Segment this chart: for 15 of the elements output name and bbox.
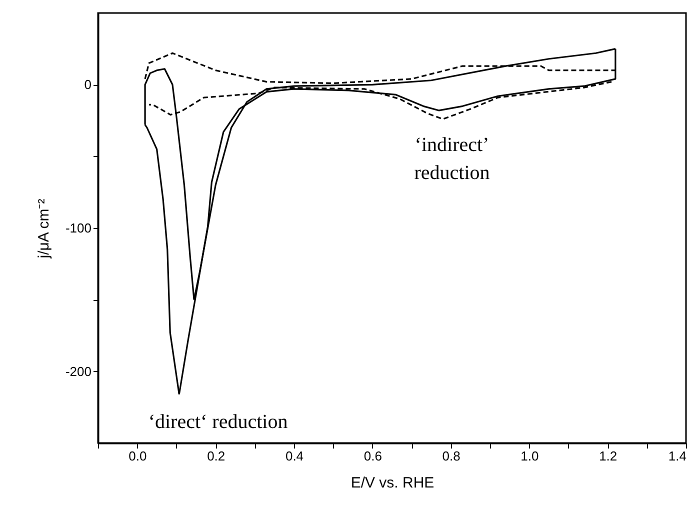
- x-tick-label: 1.4: [668, 448, 686, 464]
- x-axis-title: E/V vs. RHE: [350, 474, 434, 492]
- y-axis-title: j/μA cm⁻²: [35, 198, 52, 260]
- x-tick-label: 0.4: [285, 448, 304, 464]
- x-tick-label: 0.2: [207, 448, 226, 464]
- annotation: ‘direct‘ reduction: [148, 411, 288, 433]
- x-tick-label: 1.0: [520, 448, 539, 464]
- x-tick-label: 0.6: [364, 448, 382, 464]
- x-tick-label: 0.8: [442, 448, 460, 464]
- x-tick-label: 1.2: [599, 448, 618, 464]
- y-tick-label: 0: [84, 77, 92, 92]
- y-tick-label: -100: [65, 220, 92, 236]
- y-tick-label: -200: [65, 364, 92, 379]
- annotation: ‘indirect’ reduction: [414, 134, 490, 184]
- x-tick-label: 0.0: [128, 448, 147, 464]
